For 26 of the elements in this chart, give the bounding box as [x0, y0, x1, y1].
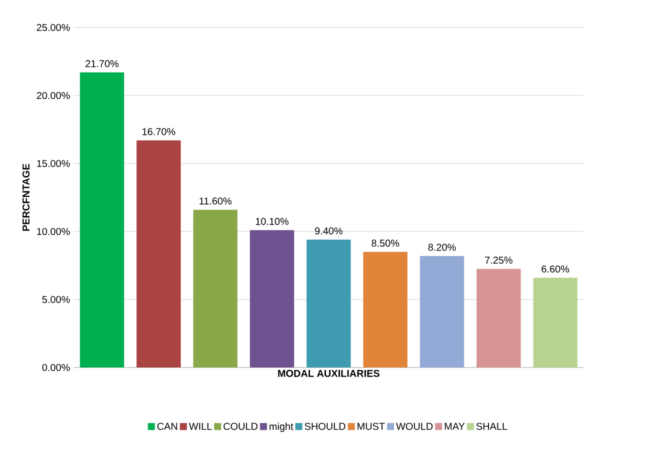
legend-label: SHOULD — [304, 422, 346, 430]
data-label: 16.70% — [142, 128, 176, 136]
legend-label: WOULD — [396, 422, 433, 430]
legend-label: MAY — [444, 422, 465, 430]
legend-label: WILL — [188, 422, 212, 430]
y-tick-label: 20.00% — [36, 92, 70, 100]
data-label: 9.40% — [315, 227, 342, 234]
y-axis-title: PERCFNTAGE — [22, 164, 30, 231]
legend-label: might — [270, 422, 294, 432]
y-tick-label: 15.00% — [37, 160, 70, 168]
y-tick-label: 0.00% — [42, 364, 70, 372]
data-label: 8.20% — [428, 244, 456, 251]
legend-label: COULD — [224, 422, 258, 430]
legend-label: MUST — [358, 422, 385, 430]
y-tick-label: 5.00% — [42, 296, 70, 304]
data-label: 7.25% — [485, 256, 512, 264]
data-label: 8.50% — [372, 240, 400, 247]
y-tick-label: 25.00% — [36, 24, 70, 32]
x-axis-title: MODAL AUXILIARIES — [278, 370, 380, 377]
data-label: 11.60% — [200, 197, 232, 205]
data-label: 21.70% — [86, 60, 119, 68]
legend-label: CAN — [157, 422, 178, 430]
y-tick-label: 10.00% — [37, 228, 70, 236]
legend-label: SHALL — [476, 422, 508, 430]
data-label: 10.10% — [256, 218, 289, 225]
data-label: 6.60% — [542, 265, 570, 273]
